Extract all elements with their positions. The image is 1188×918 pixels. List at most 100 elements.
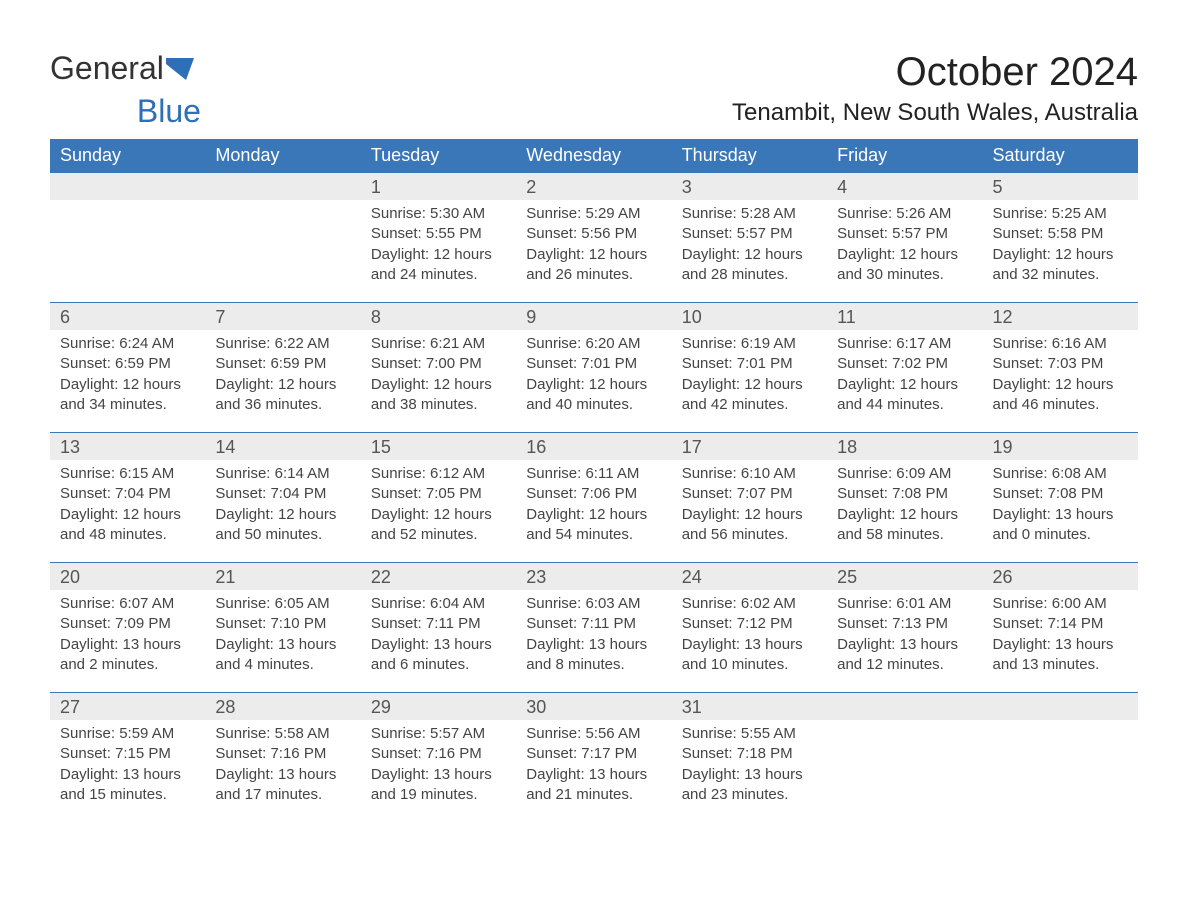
calendar-day-cell: 8Sunrise: 6:21 AMSunset: 7:00 PMDaylight… [361, 302, 516, 432]
day-number: 4 [827, 173, 982, 200]
day-number: 16 [516, 433, 671, 460]
day-details: Sunrise: 5:58 AMSunset: 7:16 PMDaylight:… [205, 720, 360, 813]
day-number: 30 [516, 693, 671, 720]
day-number: 29 [361, 693, 516, 720]
weekday-header: Thursday [672, 139, 827, 172]
calendar-day-cell: 31Sunrise: 5:55 AMSunset: 7:18 PMDayligh… [672, 692, 827, 822]
day-details: Sunrise: 6:05 AMSunset: 7:10 PMDaylight:… [205, 590, 360, 683]
calendar-day-cell: 23Sunrise: 6:03 AMSunset: 7:11 PMDayligh… [516, 562, 671, 692]
calendar-day-cell: 5Sunrise: 5:25 AMSunset: 5:58 PMDaylight… [983, 172, 1138, 302]
weekday-header: Saturday [983, 139, 1138, 172]
calendar-day-cell: 1Sunrise: 5:30 AMSunset: 5:55 PMDaylight… [361, 172, 516, 302]
day-details: Sunrise: 5:29 AMSunset: 5:56 PMDaylight:… [516, 200, 671, 293]
day-details: Sunrise: 5:26 AMSunset: 5:57 PMDaylight:… [827, 200, 982, 293]
day-details: Sunrise: 5:25 AMSunset: 5:58 PMDaylight:… [983, 200, 1138, 293]
calendar-day-cell: 11Sunrise: 6:17 AMSunset: 7:02 PMDayligh… [827, 302, 982, 432]
calendar-day-cell: 24Sunrise: 6:02 AMSunset: 7:12 PMDayligh… [672, 562, 827, 692]
day-details: Sunrise: 6:09 AMSunset: 7:08 PMDaylight:… [827, 460, 982, 553]
calendar-day-cell: 3Sunrise: 5:28 AMSunset: 5:57 PMDaylight… [672, 172, 827, 302]
day-details: Sunrise: 6:07 AMSunset: 7:09 PMDaylight:… [50, 590, 205, 683]
weekday-header: Wednesday [516, 139, 671, 172]
day-number: 26 [983, 563, 1138, 590]
brand-part2: Blue [137, 93, 201, 130]
day-number: 3 [672, 173, 827, 200]
day-details: Sunrise: 6:22 AMSunset: 6:59 PMDaylight:… [205, 330, 360, 423]
day-number [50, 173, 205, 200]
day-number: 21 [205, 563, 360, 590]
calendar-week-row: 27Sunrise: 5:59 AMSunset: 7:15 PMDayligh… [50, 692, 1138, 822]
day-number: 12 [983, 303, 1138, 330]
day-details: Sunrise: 6:08 AMSunset: 7:08 PMDaylight:… [983, 460, 1138, 553]
calendar-day-cell: 15Sunrise: 6:12 AMSunset: 7:05 PMDayligh… [361, 432, 516, 562]
day-number: 14 [205, 433, 360, 460]
day-number: 5 [983, 173, 1138, 200]
day-number: 10 [672, 303, 827, 330]
day-details: Sunrise: 6:03 AMSunset: 7:11 PMDaylight:… [516, 590, 671, 683]
day-number [983, 693, 1138, 720]
day-details: Sunrise: 6:10 AMSunset: 7:07 PMDaylight:… [672, 460, 827, 553]
day-number [205, 173, 360, 200]
day-number: 18 [827, 433, 982, 460]
day-number: 13 [50, 433, 205, 460]
day-number: 6 [50, 303, 205, 330]
day-details: Sunrise: 6:12 AMSunset: 7:05 PMDaylight:… [361, 460, 516, 553]
day-number: 7 [205, 303, 360, 330]
weekday-header: Sunday [50, 139, 205, 172]
day-number: 8 [361, 303, 516, 330]
day-number: 20 [50, 563, 205, 590]
calendar-day-cell [205, 172, 360, 302]
calendar-day-cell: 4Sunrise: 5:26 AMSunset: 5:57 PMDaylight… [827, 172, 982, 302]
calendar-week-row: 13Sunrise: 6:15 AMSunset: 7:04 PMDayligh… [50, 432, 1138, 562]
calendar-table: Sunday Monday Tuesday Wednesday Thursday… [50, 139, 1138, 822]
day-details [983, 720, 1138, 732]
day-details: Sunrise: 6:17 AMSunset: 7:02 PMDaylight:… [827, 330, 982, 423]
day-details: Sunrise: 6:16 AMSunset: 7:03 PMDaylight:… [983, 330, 1138, 423]
calendar-day-cell: 27Sunrise: 5:59 AMSunset: 7:15 PMDayligh… [50, 692, 205, 822]
calendar-day-cell: 17Sunrise: 6:10 AMSunset: 7:07 PMDayligh… [672, 432, 827, 562]
location-subtitle: Tenambit, New South Wales, Australia [732, 99, 1138, 127]
day-details: Sunrise: 5:28 AMSunset: 5:57 PMDaylight:… [672, 200, 827, 293]
day-number: 9 [516, 303, 671, 330]
day-number: 24 [672, 563, 827, 590]
calendar-week-row: 6Sunrise: 6:24 AMSunset: 6:59 PMDaylight… [50, 302, 1138, 432]
day-details: Sunrise: 6:21 AMSunset: 7:00 PMDaylight:… [361, 330, 516, 423]
calendar-day-cell: 6Sunrise: 6:24 AMSunset: 6:59 PMDaylight… [50, 302, 205, 432]
brand-part1: General [50, 50, 164, 87]
calendar-day-cell: 20Sunrise: 6:07 AMSunset: 7:09 PMDayligh… [50, 562, 205, 692]
calendar-day-cell: 14Sunrise: 6:14 AMSunset: 7:04 PMDayligh… [205, 432, 360, 562]
calendar-day-cell: 28Sunrise: 5:58 AMSunset: 7:16 PMDayligh… [205, 692, 360, 822]
day-details: Sunrise: 5:55 AMSunset: 7:18 PMDaylight:… [672, 720, 827, 813]
day-number: 11 [827, 303, 982, 330]
calendar-day-cell: 25Sunrise: 6:01 AMSunset: 7:13 PMDayligh… [827, 562, 982, 692]
calendar-day-cell: 7Sunrise: 6:22 AMSunset: 6:59 PMDaylight… [205, 302, 360, 432]
calendar-day-cell: 19Sunrise: 6:08 AMSunset: 7:08 PMDayligh… [983, 432, 1138, 562]
day-number: 17 [672, 433, 827, 460]
calendar-week-row: 1Sunrise: 5:30 AMSunset: 5:55 PMDaylight… [50, 172, 1138, 302]
day-details: Sunrise: 6:24 AMSunset: 6:59 PMDaylight:… [50, 330, 205, 423]
weekday-header: Tuesday [361, 139, 516, 172]
day-number: 19 [983, 433, 1138, 460]
weekday-header-row: Sunday Monday Tuesday Wednesday Thursday… [50, 139, 1138, 172]
calendar-day-cell: 22Sunrise: 6:04 AMSunset: 7:11 PMDayligh… [361, 562, 516, 692]
day-number: 27 [50, 693, 205, 720]
day-details: Sunrise: 6:01 AMSunset: 7:13 PMDaylight:… [827, 590, 982, 683]
calendar-day-cell: 29Sunrise: 5:57 AMSunset: 7:16 PMDayligh… [361, 692, 516, 822]
day-number: 25 [827, 563, 982, 590]
calendar-day-cell: 12Sunrise: 6:16 AMSunset: 7:03 PMDayligh… [983, 302, 1138, 432]
day-details: Sunrise: 6:02 AMSunset: 7:12 PMDaylight:… [672, 590, 827, 683]
day-details: Sunrise: 5:56 AMSunset: 7:17 PMDaylight:… [516, 720, 671, 813]
day-details: Sunrise: 6:20 AMSunset: 7:01 PMDaylight:… [516, 330, 671, 423]
calendar-day-cell: 10Sunrise: 6:19 AMSunset: 7:01 PMDayligh… [672, 302, 827, 432]
day-details: Sunrise: 6:19 AMSunset: 7:01 PMDaylight:… [672, 330, 827, 423]
day-details: Sunrise: 5:30 AMSunset: 5:55 PMDaylight:… [361, 200, 516, 293]
day-details: Sunrise: 6:04 AMSunset: 7:11 PMDaylight:… [361, 590, 516, 683]
calendar-day-cell: 30Sunrise: 5:56 AMSunset: 7:17 PMDayligh… [516, 692, 671, 822]
calendar-day-cell: 18Sunrise: 6:09 AMSunset: 7:08 PMDayligh… [827, 432, 982, 562]
day-number: 23 [516, 563, 671, 590]
day-number: 15 [361, 433, 516, 460]
calendar-week-row: 20Sunrise: 6:07 AMSunset: 7:09 PMDayligh… [50, 562, 1138, 692]
calendar-day-cell: 21Sunrise: 6:05 AMSunset: 7:10 PMDayligh… [205, 562, 360, 692]
day-number: 31 [672, 693, 827, 720]
day-details: Sunrise: 6:15 AMSunset: 7:04 PMDaylight:… [50, 460, 205, 553]
day-details [827, 720, 982, 732]
